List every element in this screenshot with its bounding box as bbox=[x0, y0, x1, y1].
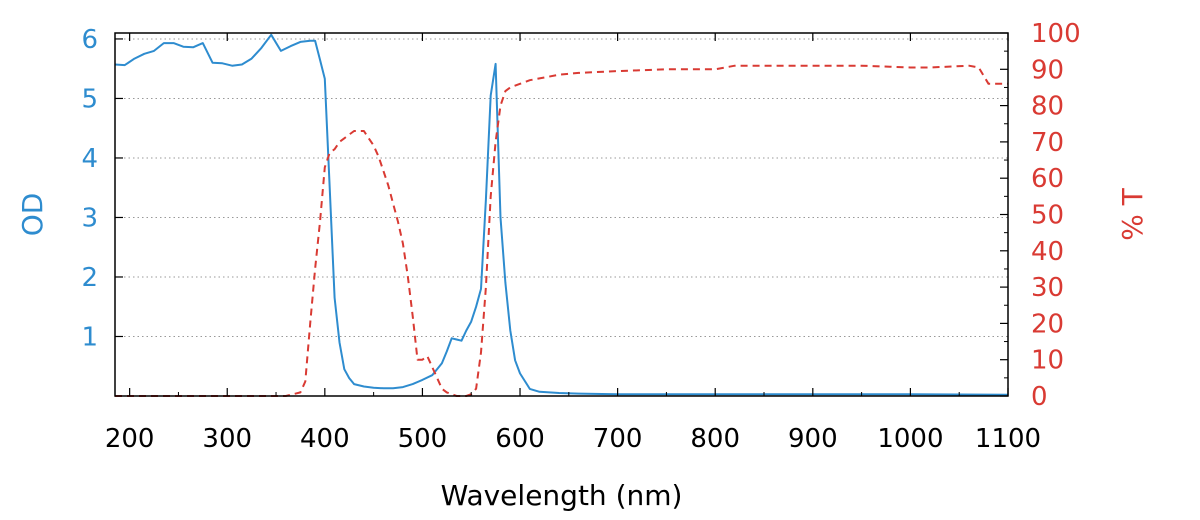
y-left-tick-label: 2 bbox=[81, 263, 98, 293]
x-tick-label: 1100 bbox=[975, 424, 1041, 454]
y-axis-right-label: % T bbox=[1116, 187, 1149, 241]
x-tick-label: 200 bbox=[105, 424, 155, 454]
y-right-tick-label: 20 bbox=[1031, 309, 1064, 339]
x-tick-label: 600 bbox=[495, 424, 545, 454]
axis-ticks bbox=[115, 32, 1009, 397]
y-left-tick-label: 3 bbox=[81, 203, 98, 233]
y-right-tick-label: 10 bbox=[1031, 346, 1064, 376]
y-left-tick-label: 5 bbox=[81, 84, 98, 114]
x-tick-label: 300 bbox=[202, 424, 252, 454]
x-tick-label: 800 bbox=[690, 424, 740, 454]
transmission-series-line bbox=[115, 64, 1008, 397]
y-axis-left-label: OD bbox=[16, 193, 49, 237]
x-axis-label: Wavelength (nm) bbox=[441, 479, 683, 512]
plot-frame bbox=[114, 32, 1009, 397]
y-right-tick-label: 40 bbox=[1031, 237, 1064, 267]
y-left-tick-label: 6 bbox=[81, 25, 98, 55]
x-tick-label: 400 bbox=[300, 424, 350, 454]
y-right-tick-label: 90 bbox=[1031, 55, 1064, 85]
x-tick-label: 1000 bbox=[877, 424, 943, 454]
tick-labels: 200 300 400 500 600 700 800 900 1000 110012345601… bbox=[81, 19, 1080, 454]
y-right-tick-label: 30 bbox=[1031, 273, 1064, 303]
x-tick-label: 700 bbox=[593, 424, 643, 454]
y-left-tick-label: 1 bbox=[81, 322, 98, 352]
grid-lines bbox=[115, 38, 1008, 337]
y-right-tick-label: 0 bbox=[1031, 382, 1048, 412]
y-right-tick-label: 70 bbox=[1031, 128, 1064, 158]
y-left-tick-label: 4 bbox=[81, 144, 98, 174]
y-right-tick-label: 80 bbox=[1031, 92, 1064, 122]
y-right-tick-label: 100 bbox=[1031, 19, 1081, 49]
series-lines bbox=[114, 33, 1009, 397]
x-tick-label: 900 bbox=[788, 424, 838, 454]
y-right-tick-label: 60 bbox=[1031, 164, 1064, 194]
x-tick-label: 500 bbox=[398, 424, 448, 454]
y-right-tick-label: 50 bbox=[1031, 201, 1064, 231]
od-series-line bbox=[114, 33, 1009, 396]
